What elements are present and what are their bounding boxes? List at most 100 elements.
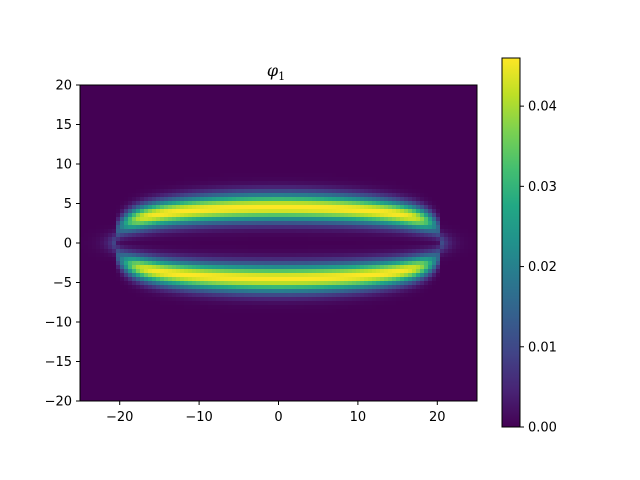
heatmap-cell [328,89,333,94]
heatmap-cell [368,177,373,182]
heatmap-cell [428,229,433,234]
heatmap-cell [304,193,309,198]
heatmap-cell [88,277,93,282]
heatmap-cell [240,121,245,126]
heatmap-cell [88,281,93,286]
heatmap-cell [112,153,117,158]
heatmap-cell [456,109,461,114]
heatmap-cell [80,189,85,194]
heatmap-cell [272,141,277,146]
heatmap-cell [280,197,285,202]
heatmap-cell [296,193,301,198]
heatmap-cell [212,125,217,130]
heatmap-cell [408,101,413,106]
heatmap-cell [328,277,333,282]
heatmap-cell [124,129,129,134]
heatmap-cell [264,273,269,278]
heatmap-cell [356,213,361,218]
heatmap-cell [304,249,309,254]
heatmap-cell [248,157,253,162]
heatmap-cell [416,241,421,246]
heatmap-cell [344,225,349,230]
heatmap-cell [376,281,381,286]
heatmap-cell [284,117,289,122]
heatmap-cell [192,241,197,246]
heatmap-cell [96,105,101,110]
heatmap-cell [192,105,197,110]
heatmap-cell [116,169,121,174]
heatmap-cell [468,93,473,98]
heatmap-cell [448,185,453,190]
heatmap-cell [304,241,309,246]
heatmap-cell [308,229,313,234]
heatmap-cell [168,117,173,122]
heatmap-cell [436,161,441,166]
heatmap-cell [344,121,349,126]
heatmap-cell [204,169,209,174]
heatmap-cell [180,105,185,110]
heatmap-cell [168,249,173,254]
heatmap-cell [428,173,433,178]
heatmap-cell [272,233,277,238]
heatmap-cell [272,281,277,286]
heatmap-cell [136,197,141,202]
heatmap-cell [140,225,145,230]
heatmap-cell [128,157,133,162]
heatmap-cell [120,261,125,266]
heatmap-cell [448,221,453,226]
heatmap-cell [312,177,317,182]
heatmap-cell [432,233,437,238]
heatmap-cell [280,125,285,130]
heatmap-cell [368,197,373,202]
heatmap-cell [412,85,417,90]
heatmap-cell [368,113,373,118]
heatmap-cell [256,189,261,194]
heatmap-cell [468,153,473,158]
heatmap-cell [280,269,285,274]
heatmap-cell [452,93,457,98]
heatmap-cell [124,181,129,186]
heatmap-cell [352,253,357,258]
heatmap-cell [156,181,161,186]
heatmap-cell [112,277,117,282]
heatmap-cell [272,261,277,266]
heatmap-cell [212,281,217,286]
heatmap-cell [408,253,413,258]
heatmap-cell [296,89,301,94]
heatmap-cell [448,281,453,286]
heatmap-cell [452,217,457,222]
heatmap-cell [152,261,157,266]
heatmap-cell [136,93,141,98]
heatmap-cell [232,229,237,234]
heatmap-cell [332,197,337,202]
heatmap-cell [88,145,93,150]
heatmap-cell [328,129,333,134]
heatmap-cell [392,153,397,158]
heatmap-cell [204,205,209,210]
heatmap-cell [280,117,285,122]
heatmap-cell [440,113,445,118]
heatmap-cell [120,125,125,130]
heatmap-cell [204,85,209,90]
heatmap-cell [92,133,97,138]
heatmap-cell [132,125,137,130]
heatmap-cell [236,229,241,234]
heatmap-cell [316,149,321,154]
heatmap-cell [416,93,421,98]
heatmap-cell [432,101,437,106]
heatmap-cell [308,193,313,198]
heatmap-cell [296,281,301,286]
heatmap-cell [124,133,129,138]
heatmap-cell [448,197,453,202]
heatmap-cell [456,145,461,150]
heatmap-cell [260,221,265,226]
heatmap-cell [416,133,421,138]
heatmap-cell [116,241,121,246]
heatmap-cell [212,237,217,242]
heatmap-cell [328,85,333,90]
heatmap-cell [456,85,461,90]
heatmap-cell [264,257,269,262]
heatmap-cell [428,241,433,246]
heatmap-cell [340,193,345,198]
heatmap-cell [160,109,165,114]
